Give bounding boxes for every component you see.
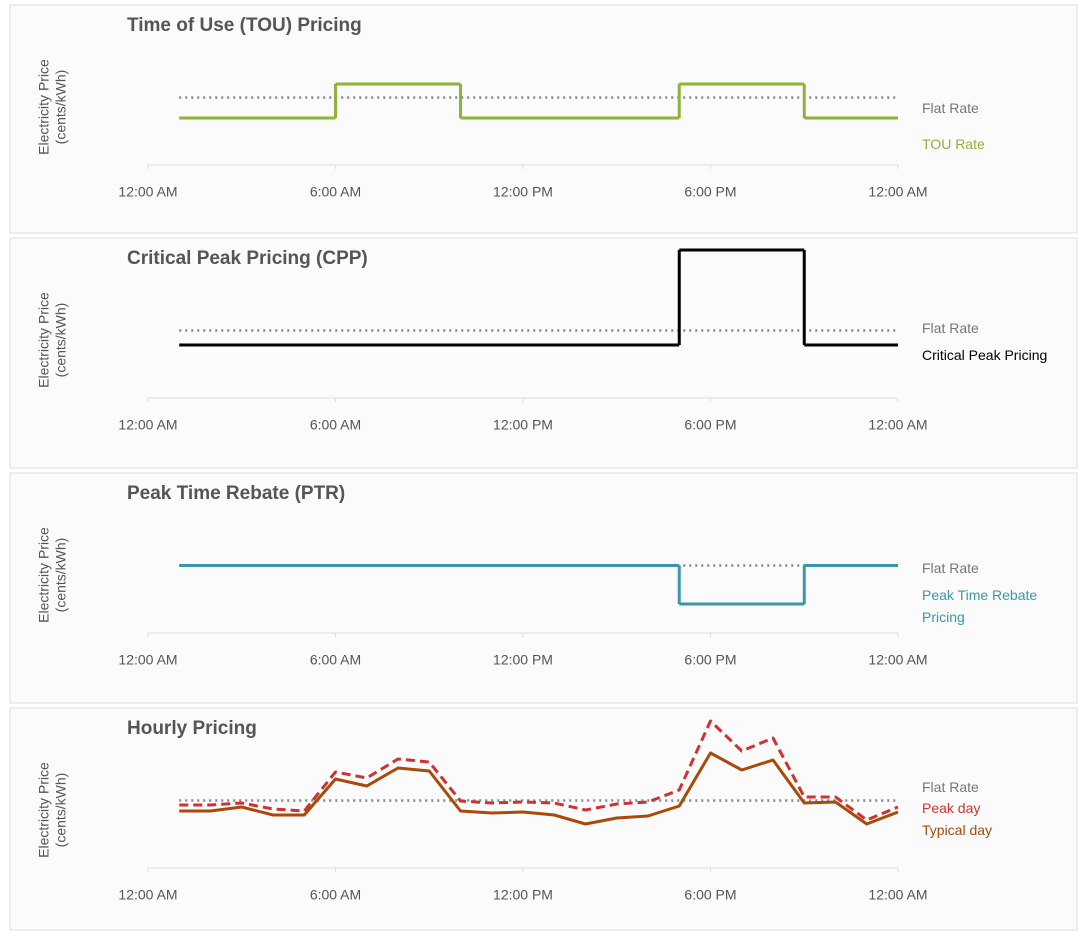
x-tick-label: 12:00 AM bbox=[868, 652, 927, 668]
y-axis-label: (cents/kWh) bbox=[53, 773, 69, 848]
x-tick-label: 6:00 AM bbox=[310, 887, 361, 903]
line bbox=[179, 719, 899, 822]
x-tick-label: 12:00 AM bbox=[868, 184, 927, 200]
x-tick-label: 6:00 PM bbox=[684, 887, 736, 903]
y-axis-label: Electricity Price bbox=[36, 527, 52, 623]
x-tick-label: 12:00 PM bbox=[493, 417, 553, 433]
x-tick-label: 12:00 AM bbox=[868, 887, 927, 903]
legend-entry: Peak day bbox=[922, 800, 981, 816]
y-axis-label: Electricity Price bbox=[36, 762, 52, 858]
x-tick-label: 6:00 AM bbox=[310, 417, 361, 433]
x-tick-label: 6:00 PM bbox=[684, 417, 736, 433]
x-tick-label: 12:00 AM bbox=[868, 417, 927, 433]
x-tick-label: 6:00 AM bbox=[310, 184, 361, 200]
x-tick-label: 6:00 AM bbox=[310, 652, 361, 668]
x-tick-label: 12:00 AM bbox=[118, 887, 177, 903]
y-axis-label: Electricity Price bbox=[36, 292, 52, 388]
y-axis-label: (cents/kWh) bbox=[53, 538, 69, 613]
legend-entry: Critical Peak Pricing bbox=[922, 347, 1048, 363]
x-tick-label: 12:00 AM bbox=[118, 184, 177, 200]
legend-entry: TOU Rate bbox=[922, 136, 985, 152]
legend-entry: Flat Rate bbox=[922, 100, 979, 116]
x-tick-label: 12:00 PM bbox=[493, 887, 553, 903]
x-tick-label: 12:00 PM bbox=[493, 184, 553, 200]
x-tick-label: 12:00 AM bbox=[118, 652, 177, 668]
x-tick-label: 12:00 AM bbox=[118, 417, 177, 433]
legend-entry: Flat Rate bbox=[922, 779, 979, 795]
line bbox=[179, 751, 899, 826]
chart-title: Time of Use (TOU) Pricing bbox=[127, 15, 362, 36]
legend-entry: Flat Rate bbox=[922, 320, 979, 336]
x-tick-label: 6:00 PM bbox=[684, 652, 736, 668]
y-axis-label: (cents/kWh) bbox=[53, 303, 69, 378]
x-tick-label: 6:00 PM bbox=[684, 184, 736, 200]
panel bbox=[9, 707, 1078, 931]
panel bbox=[9, 237, 1078, 469]
y-axis-label: (cents/kWh) bbox=[53, 70, 69, 145]
y-axis-label: Electricity Price bbox=[36, 59, 52, 155]
legend-entry: Typical day bbox=[922, 822, 993, 838]
legend-entry: Peak Time Rebate Pricing bbox=[922, 587, 1038, 625]
chart-title: Peak Time Rebate (PTR) bbox=[127, 483, 345, 504]
panel bbox=[9, 472, 1078, 704]
chart-title: Critical Peak Pricing (CPP) bbox=[127, 248, 368, 269]
chart-title: Hourly Pricing bbox=[127, 718, 257, 739]
x-tick-label: 12:00 PM bbox=[493, 652, 553, 668]
legend-entry: Flat Rate bbox=[922, 560, 979, 576]
